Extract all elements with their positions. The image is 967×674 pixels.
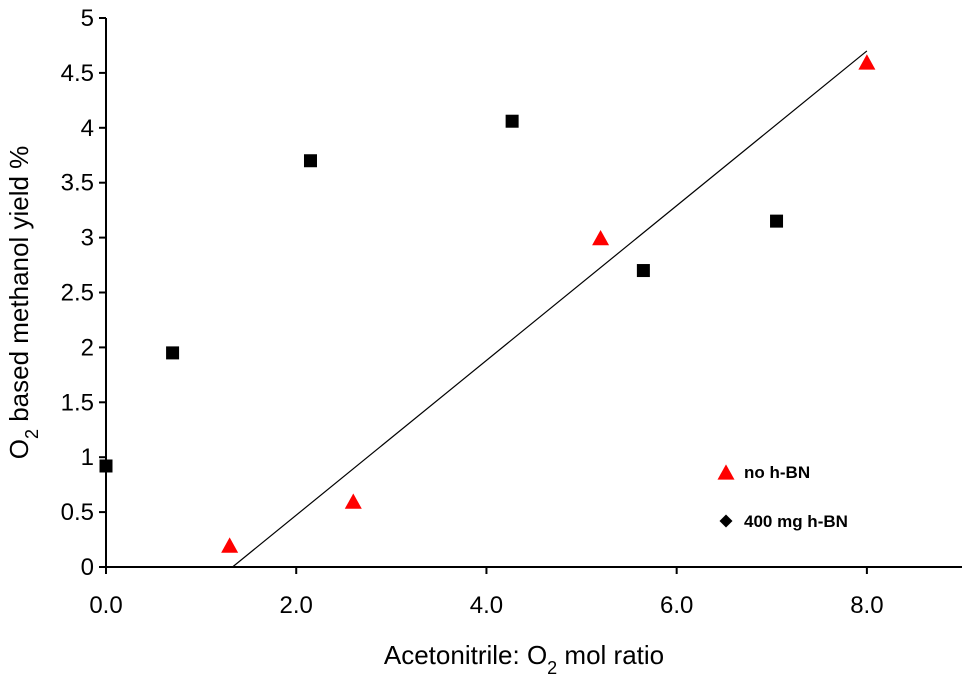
x-tick-label: 4.0 <box>470 592 503 619</box>
y-tick-label: 3 <box>81 225 94 252</box>
y-tick-label: 5 <box>81 5 94 32</box>
x-tick-label: 8.0 <box>850 592 883 619</box>
y-tick-label: 1.5 <box>61 389 94 416</box>
axis-title-part: 2 <box>22 429 42 439</box>
legend-marker-diamond <box>719 514 733 528</box>
legend-marker-triangle <box>717 464 735 480</box>
data-point-square <box>99 459 113 473</box>
y-tick-label: 2 <box>81 334 94 361</box>
axes <box>105 18 962 568</box>
axis-title-part: based methanol yield % <box>4 146 34 429</box>
legend-label: no h-BN <box>744 463 810 482</box>
data-point-square <box>636 264 650 278</box>
y-axis-title: O2 based methanol yield % <box>4 146 42 460</box>
axis-title-part: Acetonitrile: O <box>384 640 547 670</box>
y-axis-ticks: 0 0.5 1 1.5 2 2.5 3 3.5 4 4.5 5 <box>61 5 106 581</box>
x-tick-label: 2.0 <box>280 592 313 619</box>
y-tick-label: 0 <box>81 554 94 581</box>
axis-title-part: mol ratio <box>557 640 664 670</box>
x-axis-ticks: 0.0 2.0 4.0 6.0 8.0 <box>89 567 884 619</box>
x-tick-label: 6.0 <box>660 592 693 619</box>
data-point-square <box>166 346 180 360</box>
y-tick-label: 4 <box>81 115 94 142</box>
data-point-square <box>303 154 317 168</box>
legend-label: 400 mg h-BN <box>744 512 848 531</box>
y-tick-label: 1 <box>81 444 94 471</box>
y-tick-label: 4.5 <box>61 60 94 87</box>
data-points <box>99 54 876 553</box>
data-point-triangle <box>221 537 239 553</box>
trendline <box>232 50 868 568</box>
y-tick-label: 0.5 <box>61 499 94 526</box>
trendline-group <box>232 50 868 568</box>
x-axis-title: Acetonitrile: O2 mol ratio <box>384 640 664 674</box>
y-tick-label: 3.5 <box>61 170 94 197</box>
data-point-square <box>505 114 519 128</box>
data-point-triangle <box>592 229 610 246</box>
y-tick-label: 2.5 <box>61 280 94 307</box>
axis-title-part: O <box>4 439 34 459</box>
data-point-square <box>770 214 784 228</box>
x-tick-label: 0.0 <box>89 592 122 619</box>
legend: no h-BN 400 mg h-BN <box>717 463 848 531</box>
data-point-triangle <box>344 493 362 509</box>
axis-title-part: 2 <box>547 658 557 674</box>
data-point-triangle <box>858 54 876 70</box>
